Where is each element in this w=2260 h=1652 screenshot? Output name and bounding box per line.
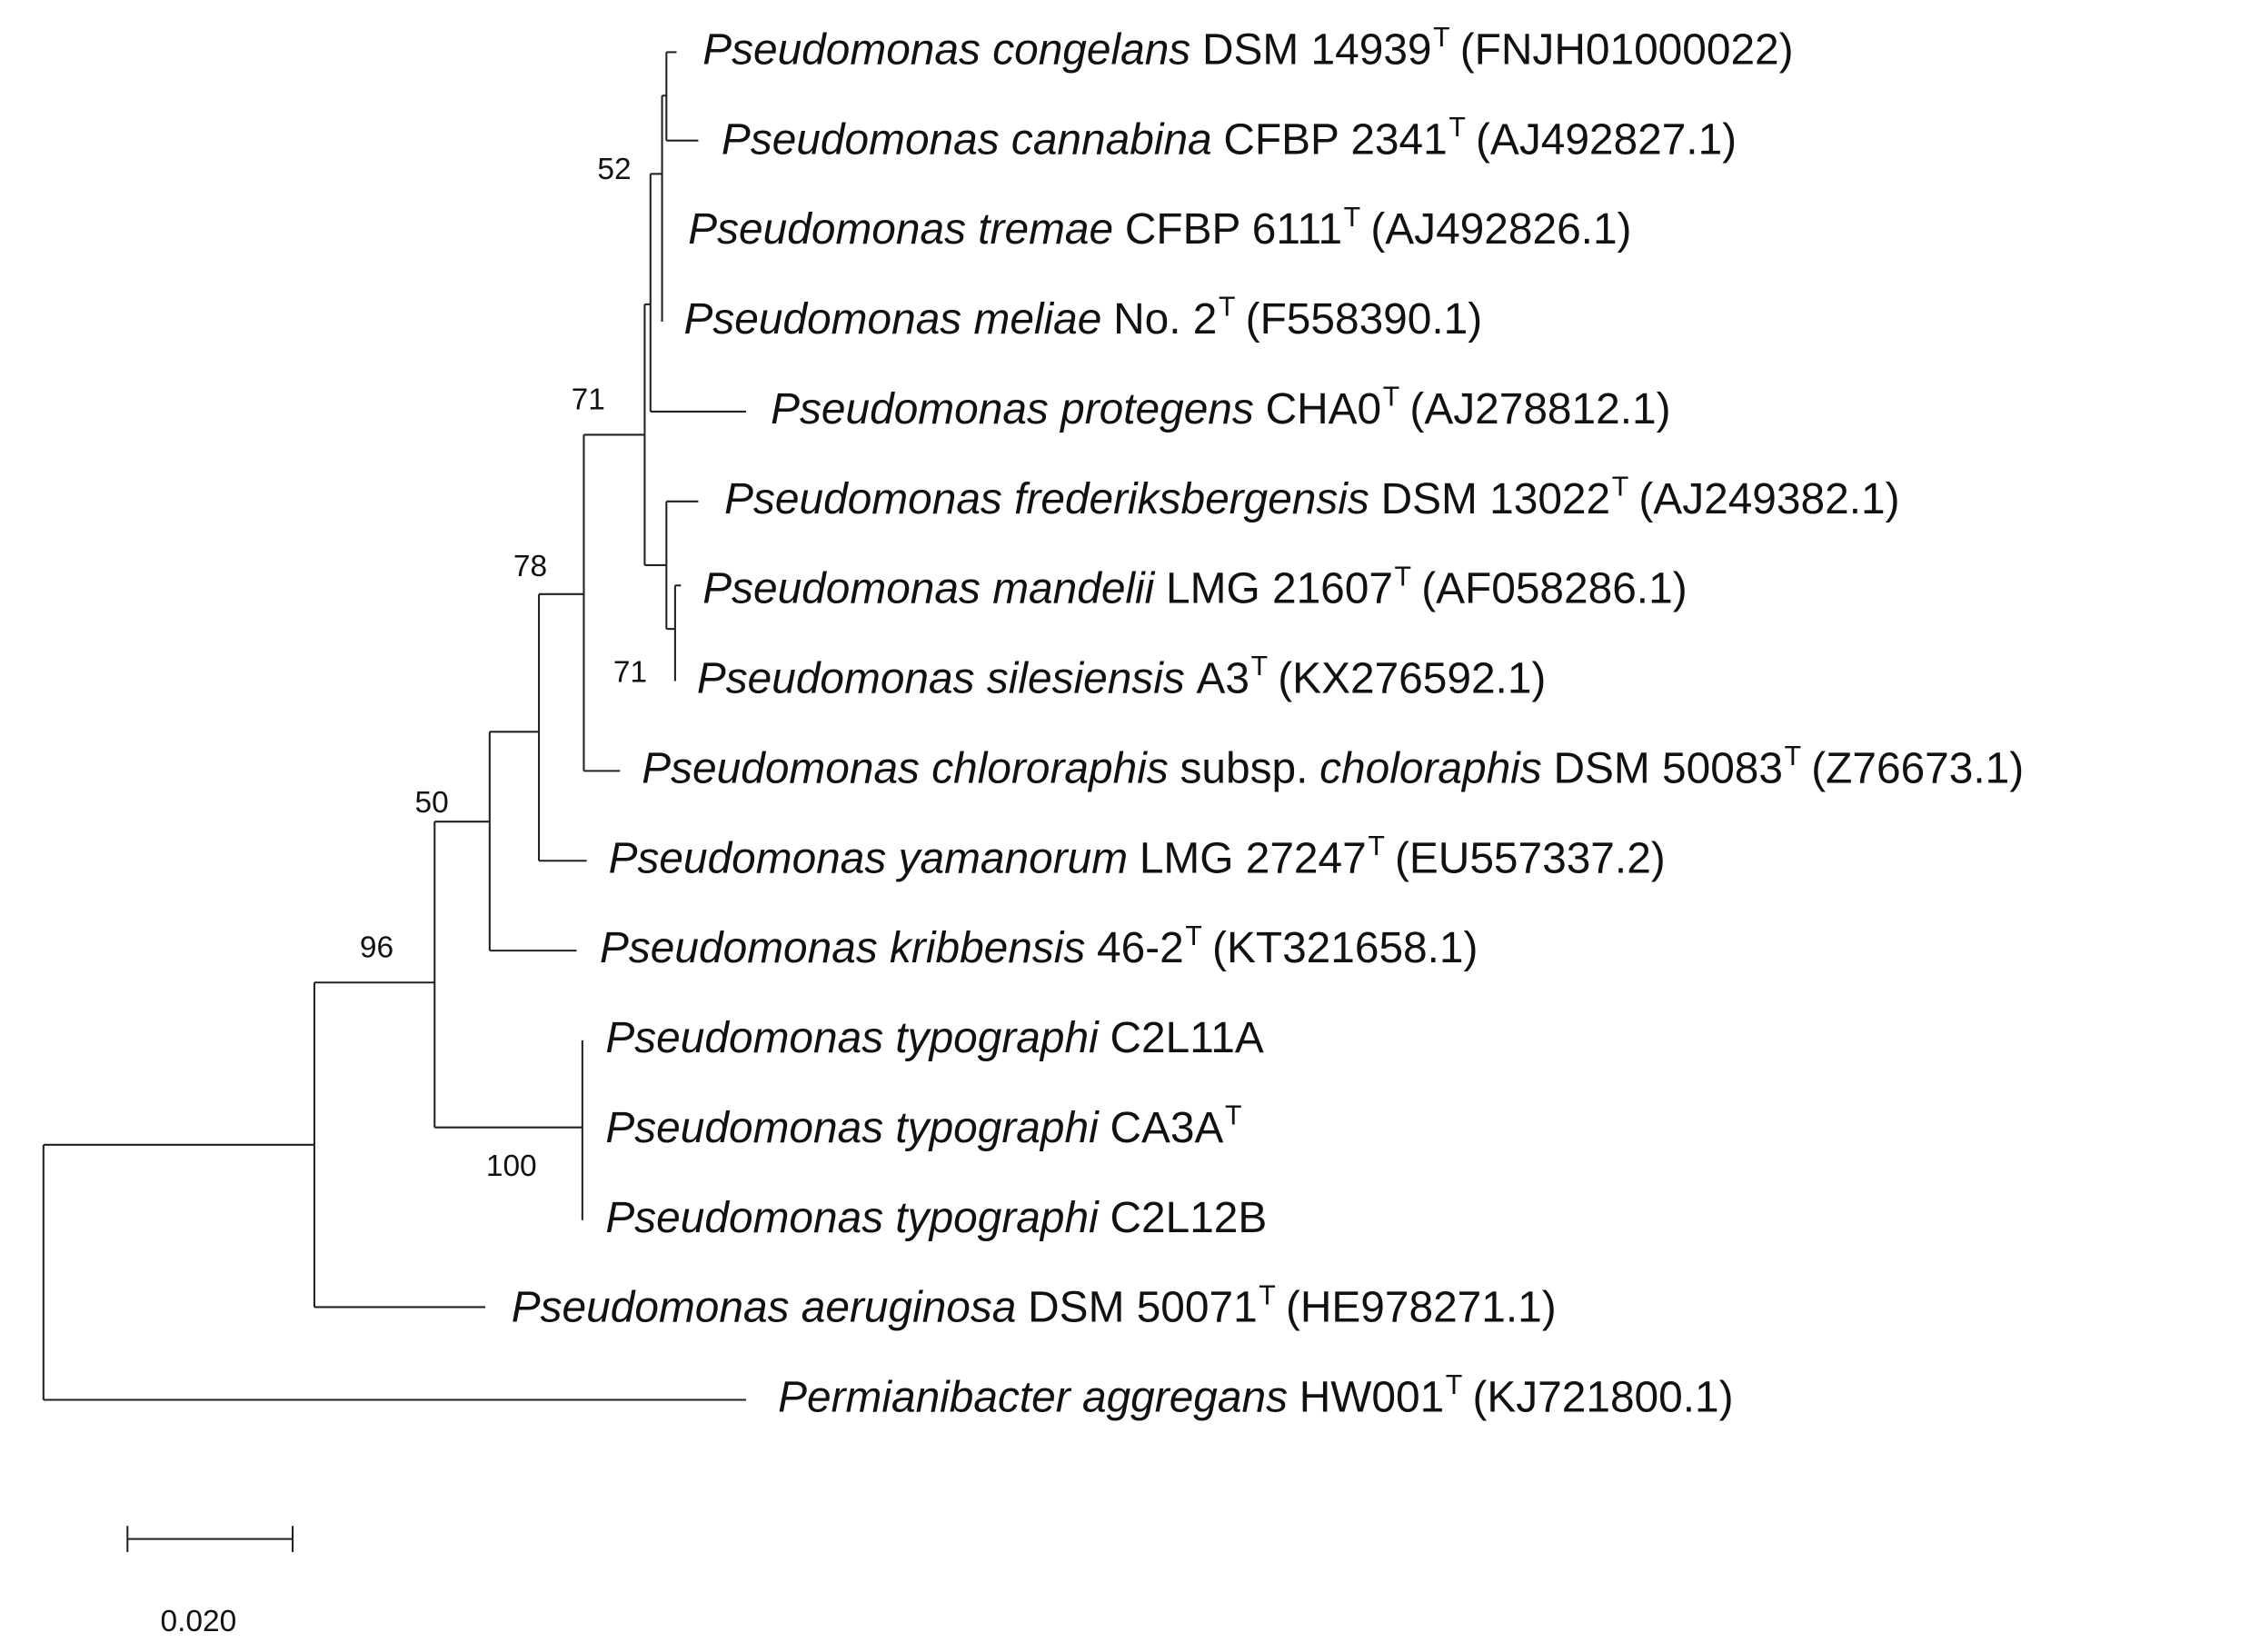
- taxon-part: DSM 14939: [1202, 25, 1432, 74]
- bootstrap-value: 71: [572, 383, 605, 417]
- taxon-part: (AJ249382.1): [1638, 474, 1899, 522]
- taxon-part: Pseudomonas typographi: [605, 1104, 1100, 1152]
- taxon-part: (EU557337.2): [1395, 834, 1666, 882]
- taxon-label: Pseudomonas typographi CA3AT: [605, 1101, 1241, 1152]
- type-strain-mark: T: [1383, 383, 1399, 413]
- taxon-part: Permianibacter aggregans: [778, 1373, 1288, 1421]
- taxon-label: Pseudomonas yamanorum LMG 27247T (EU557337…: [609, 831, 1666, 882]
- bootstrap-value: 52: [597, 153, 631, 186]
- taxon-part: 46-2: [1097, 924, 1184, 972]
- taxon-part: Pseudomonas meliae: [683, 295, 1101, 343]
- taxon-part: Pseudomonas chlororaphis: [642, 744, 1169, 792]
- taxon-label: Pseudomonas typographi C2L11A: [605, 1014, 1263, 1062]
- taxon-part: CFBP 6111: [1125, 205, 1342, 254]
- bootstrap-value: 100: [486, 1149, 537, 1183]
- taxon-part: DSM 50083: [1553, 744, 1783, 792]
- taxon-label: Pseudomonas frederiksbergensis DSM 13022T…: [724, 472, 1899, 522]
- type-strain-mark: T: [1344, 203, 1360, 233]
- taxon-part: Pseudomonas yamanorum: [609, 834, 1129, 882]
- taxon-part: (F558390.1): [1246, 295, 1483, 343]
- taxon-label: Pseudomonas congelans DSM 14939T (FNJH0100…: [702, 23, 1793, 74]
- taxon-label: Pseudomonas mandelii LMG 21607T (AF058286.…: [702, 562, 1687, 612]
- taxon-part: DSM 50071: [1028, 1283, 1258, 1331]
- taxon-part: Pseudomonas protegens: [771, 385, 1254, 433]
- taxon-label: Pseudomonas kribbensis 46-2T (KT321658.1): [600, 921, 1478, 972]
- taxon-part: Pseudomonas frederiksbergensis: [724, 474, 1369, 522]
- taxon-part: Pseudomonas typographi: [605, 1014, 1100, 1062]
- taxon-label: Pseudomonas protegens CHA0T (AJ278812.1): [771, 383, 1670, 433]
- taxon-part: CFBP 2341: [1223, 115, 1447, 164]
- taxon-part: DSM 13022: [1381, 474, 1611, 522]
- taxon-part: LMG 27247: [1140, 834, 1367, 882]
- taxon-part: (AJ492827.1): [1476, 115, 1737, 164]
- type-strain-mark: T: [1785, 741, 1801, 771]
- scale-bar-label: 0.020: [161, 1605, 237, 1638]
- taxon-part: C2L12B: [1110, 1193, 1267, 1241]
- type-strain-mark: T: [1225, 1101, 1241, 1131]
- taxon-part: Pseudomonas typographi: [605, 1193, 1100, 1241]
- taxon-part: (AJ278812.1): [1409, 385, 1670, 433]
- scale-bar: 0.020: [126, 1526, 294, 1638]
- type-strain-mark: T: [1395, 562, 1411, 592]
- taxon-part: LMG 21607: [1166, 564, 1393, 612]
- taxon-part: Pseudomonas aeruginosa: [512, 1283, 1017, 1331]
- taxon-part: Pseudomonas tremae: [688, 205, 1113, 254]
- taxon-part: Pseudomonas kribbensis: [600, 924, 1085, 972]
- type-strain-mark: T: [1251, 652, 1268, 682]
- taxon-part: (FNJH01000022): [1460, 25, 1794, 74]
- type-strain-mark: T: [1259, 1280, 1275, 1310]
- bootstrap-value: 50: [414, 786, 448, 820]
- taxon-label: Pseudomonas typographi C2L12B: [605, 1193, 1267, 1241]
- taxon-part: (AJ492826.1): [1370, 205, 1631, 254]
- taxon-label: Pseudomonas tremae CFBP 6111T (AJ492826.1): [688, 203, 1631, 254]
- type-strain-mark: T: [1185, 921, 1201, 951]
- taxon-part: No. 2: [1113, 295, 1217, 343]
- bootstrap-value: 96: [360, 930, 393, 964]
- taxon-part: (AF058286.1): [1421, 564, 1687, 612]
- taxon-label: Pseudomonas cannabina CFBP 2341T (AJ492827…: [722, 113, 1737, 164]
- taxon-part: (Z76673.1): [1811, 744, 2024, 792]
- type-strain-mark: T: [1433, 23, 1449, 53]
- taxon-part: (KT321658.1): [1212, 924, 1478, 972]
- taxon-part: Pseudomonas cannabina: [722, 115, 1212, 164]
- taxon-part: subsp.: [1180, 744, 1308, 792]
- taxon-part: Pseudomonas mandelii: [702, 564, 1155, 612]
- bootstrap-value: 71: [613, 655, 647, 689]
- taxon-part: Pseudomonas congelans: [702, 25, 1190, 74]
- taxon-part: C2L11A: [1110, 1014, 1263, 1062]
- type-strain-mark: T: [1449, 113, 1465, 143]
- taxon-label: Permianibacter aggregans HW001T (KJ721800.…: [778, 1370, 1733, 1421]
- taxon-part: (KJ721800.1): [1472, 1373, 1733, 1421]
- taxon-part: A3: [1197, 654, 1250, 702]
- taxon-part: CHA0: [1266, 385, 1382, 433]
- taxon-part: CA3A: [1110, 1104, 1223, 1152]
- taxon-part: HW001: [1299, 1373, 1444, 1421]
- taxon-part: Pseudomonas silesiensis: [697, 654, 1185, 702]
- taxon-label: Pseudomonas meliae No. 2T (F558390.1): [683, 293, 1482, 343]
- type-strain-mark: T: [1612, 472, 1628, 502]
- taxon-part: (KX276592.1): [1278, 654, 1546, 702]
- type-strain-mark: T: [1368, 831, 1384, 861]
- bootstrap-value: 78: [513, 550, 547, 583]
- taxon-part: (HE978271.1): [1286, 1283, 1557, 1331]
- taxon-label: Pseudomonas aeruginosa DSM 50071T (HE97827…: [512, 1280, 1557, 1331]
- taxon-part: choloraphis: [1319, 744, 1542, 792]
- type-strain-mark: T: [1219, 293, 1235, 323]
- taxon-label: Pseudomonas chlororaphis subsp. choloraphi…: [642, 741, 2024, 792]
- branches: [42, 51, 747, 1401]
- taxon-label: Pseudomonas silesiensis A3T (KX276592.1): [697, 652, 1547, 702]
- type-strain-mark: T: [1446, 1370, 1462, 1400]
